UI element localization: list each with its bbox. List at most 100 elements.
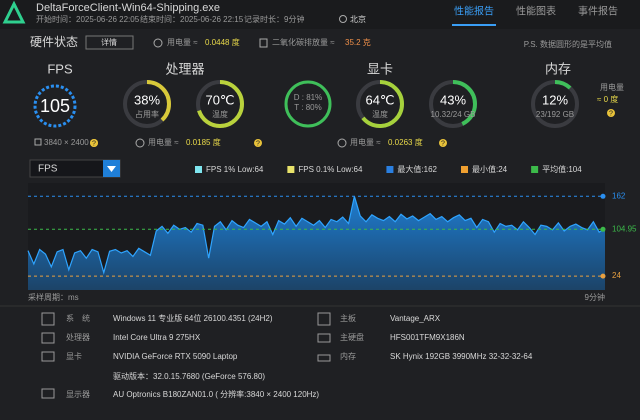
info-label: 内存: [340, 351, 356, 361]
reference-label: 24: [612, 271, 621, 280]
co2-label: 二氧化碳排放量 ≈: [272, 37, 335, 47]
location: 北京: [350, 14, 366, 24]
info-value: SK Hynix 192GB 3990MHz 32-32-32-64: [390, 352, 533, 361]
power-label: 用电量 ≈: [350, 137, 381, 147]
info-label: 主硬盘: [340, 332, 364, 342]
legend-label: FPS 1% Low:64: [206, 165, 264, 174]
gauge-caption: 23/192 GB: [536, 110, 574, 119]
power-value: ≈ 0 度: [597, 94, 618, 104]
gauge-value: 12%: [542, 92, 568, 107]
gpu-t-usage: T : 80%: [294, 103, 321, 112]
gpu-d-usage: D : 81%: [294, 93, 322, 102]
x-label: 采样周期：ms: [28, 292, 79, 302]
info-value: NVIDIA GeForce RTX 5090 Laptop: [113, 352, 238, 361]
info-icon: [317, 312, 331, 326]
info-value: HFS001TFM9X186N: [390, 333, 465, 342]
app-icon: [2, 0, 26, 24]
info-label: 主板: [340, 313, 356, 323]
location-icon: [339, 15, 347, 23]
help-icon[interactable]: [90, 139, 98, 147]
gauge-title: 处理器: [165, 61, 204, 76]
legend-swatch: [386, 166, 394, 173]
power-value: 0.0185 度: [186, 137, 221, 147]
power-value: 0.0448 度: [205, 37, 240, 47]
help-mark: ?: [92, 140, 96, 147]
details-button[interactable]: [85, 35, 134, 50]
info-label: 系 统: [66, 313, 90, 323]
reference-dot: [600, 193, 606, 199]
info-icon: [41, 351, 55, 362]
help-mark: ?: [256, 140, 260, 147]
co2-value: 35.2 克: [345, 38, 371, 47]
fps-ring: [33, 84, 77, 128]
gauge-caption: 温度: [212, 109, 228, 119]
dropdown-arrow: [107, 166, 116, 172]
info-value: Intel Core Ultra 9 275HX: [113, 333, 201, 342]
help-mark: ?: [609, 110, 613, 117]
info-icon: [317, 333, 331, 343]
x-end-label: 9分钟: [585, 292, 605, 302]
gauge-value: 38%: [134, 92, 160, 107]
app-name: DeltaForceClient-Win64-Shipping.exe: [36, 2, 220, 14]
info-value: AU Optronics B180ZAN01.0 ( 分辨率:3840 × 24…: [113, 389, 319, 399]
gauge-value: 64℃: [365, 92, 394, 107]
info-label: 显示器: [66, 390, 90, 399]
end-time: 结束时间：2025-06-26 22:15: [140, 14, 244, 24]
resolution: 3840 × 2400: [44, 138, 89, 147]
section-title: 硬件状态: [30, 35, 78, 49]
gauge-caption: 温度: [372, 109, 388, 119]
info-icon: [41, 312, 55, 326]
help-mark: ?: [441, 140, 445, 147]
gauge-arc: [356, 80, 404, 128]
info-value: Vantage_ARX: [390, 314, 441, 323]
power-icon: [153, 38, 163, 48]
legend-label: FPS 0.1% Low:64: [298, 165, 363, 174]
note: P.S. 数据圆形的是平均值: [524, 39, 612, 49]
gauge-value: 43%: [440, 92, 466, 107]
info-label: 处理器: [66, 332, 90, 342]
screen-icon: [34, 138, 42, 146]
power-label: 用电量 ≈: [167, 37, 198, 47]
info-value: Windows 11 专业版 64位 26100.4351 (24H2): [113, 313, 273, 323]
power-icon: [337, 138, 347, 148]
legend-swatch: [195, 166, 202, 173]
gauge-arc: [196, 80, 244, 128]
info-icon: [41, 332, 55, 344]
details-label: 详情: [101, 37, 117, 47]
tab[interactable]: 性能图表: [516, 5, 556, 18]
help-icon[interactable]: [607, 109, 615, 117]
help-icon[interactable]: [439, 139, 447, 147]
power-icon: [135, 138, 145, 148]
legend-swatch: [461, 166, 468, 173]
info-label: 显卡: [66, 351, 82, 361]
gauge-arc: [429, 80, 477, 128]
gauge-title: 内存: [545, 61, 571, 76]
gauge-arc: [531, 80, 579, 128]
tab[interactable]: 性能报告: [454, 5, 494, 18]
start-time: 开始时间：2025-06-26 22:05: [36, 14, 140, 24]
fps-value: 105: [40, 96, 70, 116]
fps-line: [27, 196, 606, 275]
power-value: 0.0263 度: [388, 137, 423, 147]
driver-version: 驱动版本：32.0.15.7680 (GeForce 576.80): [113, 371, 265, 381]
legend-swatch: [287, 166, 295, 173]
co2-icon: [259, 38, 268, 48]
duration: 记录时长：9分钟: [244, 14, 304, 24]
help-icon[interactable]: [254, 139, 262, 147]
gauge-arc: [123, 80, 171, 128]
dropdown-value: FPS: [38, 164, 58, 175]
reference-dot: [600, 226, 606, 232]
gauge-caption: 10.32/24 GB: [431, 110, 476, 119]
legend-label: 最小值:24: [472, 164, 508, 174]
tab[interactable]: 事件报告: [578, 5, 618, 18]
legend-swatch: [531, 166, 539, 173]
info-icon: [317, 354, 331, 362]
gauge-value: 70℃: [205, 92, 234, 107]
gauge-title: 显卡: [367, 61, 393, 76]
gauge-caption: 占用率: [135, 109, 159, 119]
title-bar: [0, 0, 640, 29]
tab-underline: [452, 24, 496, 26]
fps-area: [28, 196, 605, 290]
reference-dot: [600, 273, 606, 279]
